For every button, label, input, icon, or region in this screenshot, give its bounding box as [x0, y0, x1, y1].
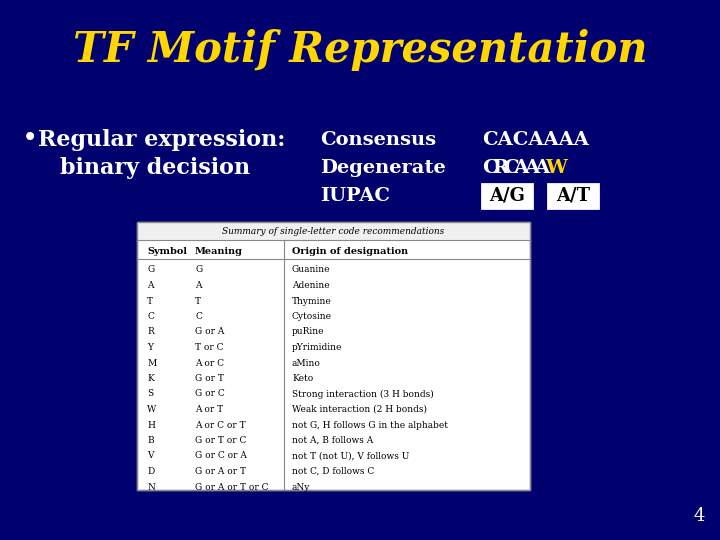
Text: A: A [513, 159, 528, 177]
Text: Adenine: Adenine [292, 281, 330, 290]
Text: C: C [195, 312, 202, 321]
Bar [137, 222, 530, 240]
Text: A or C: A or C [195, 359, 224, 368]
Text: S: S [147, 389, 153, 399]
Text: G or T: G or T [195, 374, 224, 383]
Text: Consensus: Consensus [320, 131, 436, 149]
Text: G: G [195, 266, 202, 274]
Text: B: B [147, 436, 153, 445]
Text: C: C [147, 312, 154, 321]
Text: T: T [195, 296, 201, 306]
Text: W: W [147, 405, 156, 414]
Text: M: M [147, 359, 156, 368]
Text: A/G: A/G [489, 187, 525, 205]
Text: TF Motif Representation: TF Motif Representation [73, 29, 647, 71]
FancyBboxPatch shape [548, 184, 598, 208]
Text: G or A or T or C: G or A or T or C [195, 483, 269, 491]
Text: not G, H follows G in the alphabet: not G, H follows G in the alphabet [292, 421, 448, 429]
Text: R: R [147, 327, 154, 336]
Text: Guanine: Guanine [292, 266, 330, 274]
Text: K: K [147, 374, 154, 383]
Text: Degenerate: Degenerate [320, 159, 446, 177]
Text: H: H [147, 421, 155, 429]
Text: G or C or A: G or C or A [195, 451, 247, 461]
Text: D: D [147, 467, 154, 476]
Text: T or C: T or C [195, 343, 223, 352]
Text: 4: 4 [693, 507, 705, 525]
Text: G or A or T: G or A or T [195, 467, 246, 476]
Text: Weak interaction (2 H bonds): Weak interaction (2 H bonds) [292, 405, 427, 414]
Text: Y: Y [147, 343, 153, 352]
Text: C: C [482, 159, 498, 177]
Text: aMino: aMino [292, 359, 321, 368]
Text: Regular expression:: Regular expression: [38, 129, 285, 151]
Text: Symbol: Symbol [147, 247, 187, 256]
Text: IUPAC: IUPAC [320, 187, 390, 205]
Text: not C, D follows C: not C, D follows C [292, 467, 374, 476]
Text: A: A [524, 159, 539, 177]
Text: not A, B follows A: not A, B follows A [292, 436, 373, 445]
Text: R: R [492, 159, 508, 177]
Text: A or T: A or T [195, 405, 223, 414]
Text: •: • [22, 126, 38, 153]
Text: G or C: G or C [195, 389, 225, 399]
Text: V: V [147, 451, 153, 461]
Text: W: W [545, 159, 567, 177]
Text: C: C [503, 159, 518, 177]
Text: not T (not U), V follows U: not T (not U), V follows U [292, 451, 410, 461]
Text: binary decision: binary decision [60, 157, 250, 179]
Text: Cytosine: Cytosine [292, 312, 332, 321]
Text: A or C or T: A or C or T [195, 421, 246, 429]
Text: G or T or C: G or T or C [195, 436, 246, 445]
FancyBboxPatch shape [482, 184, 532, 208]
Text: Origin of designation: Origin of designation [292, 247, 408, 256]
Text: Summary of single-letter code recommendations: Summary of single-letter code recommenda… [222, 226, 445, 235]
Text: A/T: A/T [556, 187, 590, 205]
Bar [137, 222, 530, 490]
Text: puRine: puRine [292, 327, 325, 336]
Text: T: T [147, 296, 153, 306]
Text: A: A [195, 281, 202, 290]
Text: Meaning: Meaning [195, 247, 243, 256]
Text: A: A [147, 281, 153, 290]
Text: Strong interaction (3 H bonds): Strong interaction (3 H bonds) [292, 389, 433, 399]
Text: Thymine: Thymine [292, 296, 332, 306]
Text: N: N [147, 483, 155, 491]
Text: G: G [147, 266, 154, 274]
Text: aNy: aNy [292, 483, 310, 491]
Text: A: A [534, 159, 549, 177]
Bar [137, 222, 530, 490]
Text: G or A: G or A [195, 327, 225, 336]
Text: Keto: Keto [292, 374, 313, 383]
Text: pYrimidine: pYrimidine [292, 343, 343, 352]
Text: CACAAAA: CACAAAA [482, 131, 589, 149]
